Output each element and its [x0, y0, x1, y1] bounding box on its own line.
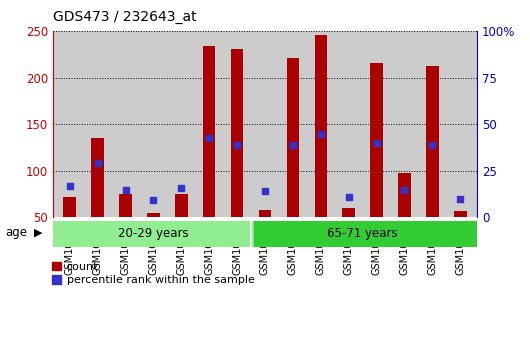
Point	[344, 194, 353, 200]
Bar	[203, 46, 216, 217]
Point	[456, 196, 464, 201]
Point	[289, 142, 297, 147]
Text: GDS473 / 232643_at: GDS473 / 232643_at	[53, 10, 197, 24]
Bar	[254, 221, 477, 247]
Point	[261, 188, 269, 194]
Point	[177, 185, 186, 190]
Point	[428, 142, 437, 147]
Point	[316, 131, 325, 136]
Bar	[147, 213, 160, 217]
Point	[66, 183, 74, 188]
Bar	[91, 138, 104, 217]
Legend: count, percentile rank within the sample: count, percentile rank within the sample	[48, 257, 259, 290]
Point	[373, 140, 381, 146]
Bar	[64, 197, 76, 217]
Point	[149, 197, 157, 203]
Bar	[426, 67, 439, 217]
Bar	[314, 35, 327, 217]
Bar	[175, 194, 188, 217]
Bar	[370, 63, 383, 217]
Point	[205, 136, 214, 141]
Text: 65-71 years: 65-71 years	[328, 227, 398, 240]
Text: age: age	[5, 226, 28, 239]
Bar	[231, 49, 243, 217]
Point	[93, 160, 102, 166]
Bar	[398, 172, 411, 217]
Bar	[342, 208, 355, 217]
Bar	[119, 194, 132, 217]
Bar	[287, 58, 299, 217]
Text: ▶: ▶	[34, 228, 43, 238]
Bar	[259, 210, 271, 217]
Bar	[53, 221, 254, 247]
Bar	[454, 211, 466, 217]
Point	[400, 188, 409, 193]
Text: 20-29 years: 20-29 years	[118, 227, 189, 240]
Point	[233, 142, 241, 147]
Point	[121, 188, 130, 193]
